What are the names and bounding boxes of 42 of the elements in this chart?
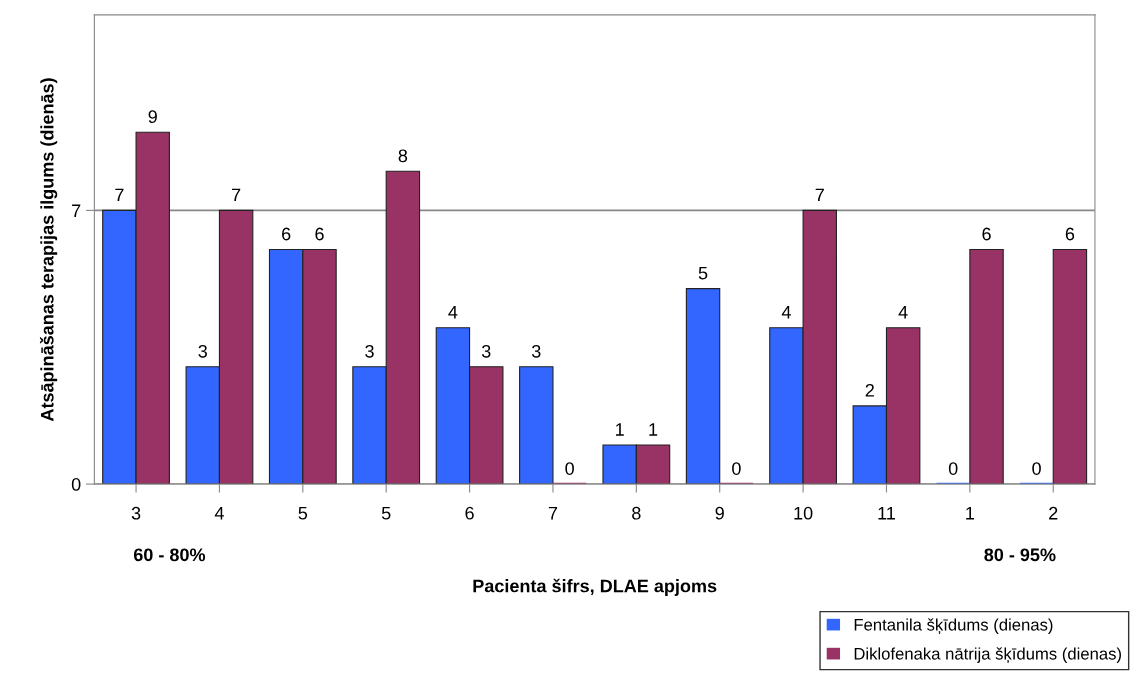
data-label: 0 <box>948 462 958 475</box>
x-tick-label: 3 <box>131 506 141 520</box>
legend-label: Fentanila šķīdums (dienas) <box>854 618 1053 634</box>
x-axis-title: Pacienta šifrs, DLAE apjoms <box>473 578 717 596</box>
text: 60 - 80% <box>133 548 206 562</box>
data-label: 1 <box>616 423 624 436</box>
legend-label: Diklofenaka nātrija šķīdums (dienas) <box>854 647 1121 663</box>
x-tick-label: 9 <box>715 506 724 520</box>
data-label: 9 <box>148 110 157 124</box>
data-label: 6 <box>1065 227 1075 241</box>
x-tick-label: 1 <box>966 506 974 520</box>
data-label: 8 <box>398 149 408 163</box>
x-tick-label: 5 <box>298 506 308 520</box>
data-label: 3 <box>481 344 491 358</box>
data-label: 6 <box>982 227 991 241</box>
data-label: 1 <box>649 423 658 436</box>
x-tick-label: 11 <box>878 506 895 520</box>
data-label: 4 <box>781 305 791 319</box>
x-tick-label: 10 <box>794 506 813 520</box>
data-label: 5 <box>698 266 708 280</box>
data-label: 6 <box>315 227 324 241</box>
data-label: 7 <box>115 188 124 202</box>
data-label: 0 <box>1032 462 1041 475</box>
text: 80 - 95% <box>984 548 1056 562</box>
data-label: 2 <box>865 383 874 397</box>
data-label: 6 <box>282 227 291 241</box>
x-tick-label: 7 <box>548 506 558 520</box>
data-label: 7 <box>815 188 824 202</box>
y-axis-title: Atsāpināšanas terapijas ilgums (dienās) <box>39 78 58 422</box>
x-tick-label: 4 <box>214 506 224 520</box>
data-label: 7 <box>232 188 241 202</box>
data-label: 3 <box>531 344 541 358</box>
data-label: 3 <box>365 344 374 358</box>
data-label: 4 <box>448 305 458 319</box>
data-label: 3 <box>198 344 207 358</box>
data-label: 0 <box>565 462 574 475</box>
data-label: 0 <box>732 462 741 475</box>
data-label: 4 <box>898 305 908 319</box>
x-tick-label: 5 <box>381 506 391 520</box>
x-tick-label: 8 <box>632 506 641 520</box>
x-tick-label: 2 <box>1049 506 1058 520</box>
x-tick-label: 6 <box>465 506 474 520</box>
